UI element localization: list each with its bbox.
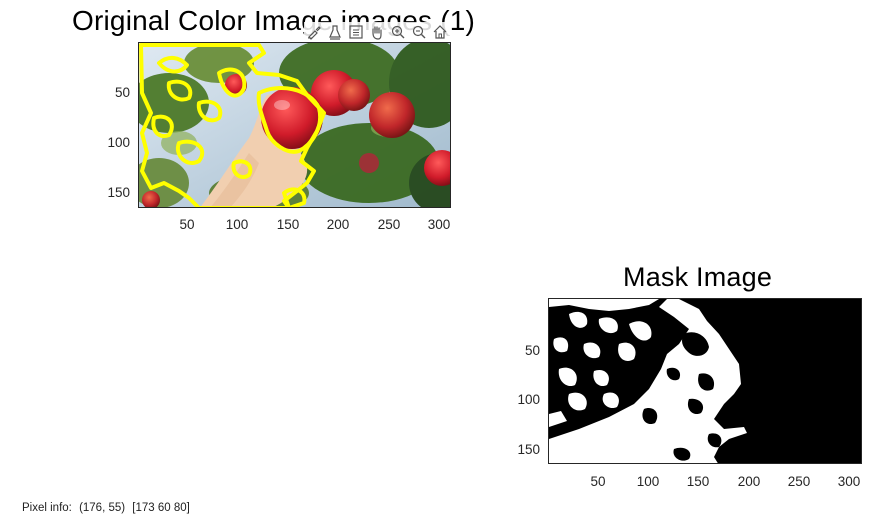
mask-image [549,299,861,463]
zoom-in-icon[interactable] [388,23,407,42]
right-xtick-label: 250 [787,474,811,489]
left-ytick-label: 100 [107,135,130,150]
original-apple-image [139,43,450,207]
original-image-axes[interactable] [138,42,451,208]
legend-icon[interactable] [346,23,365,42]
right-ytick-label: 100 [517,392,540,407]
right-ytick-label: 150 [517,442,540,457]
right-ytick-label: 50 [524,343,540,358]
pixel-info-coords: (176, 55) [79,502,126,514]
right-xtick-label: 100 [636,474,660,489]
left-xtick-label: 200 [326,217,350,232]
left-xtick-label: 150 [276,217,300,232]
data-tips-icon[interactable] [325,23,344,42]
left-ytick-label: 150 [107,185,130,200]
pixel-info-status: Pixel info: (176, 55) [173 60 80] [22,502,194,514]
mask-image-title: Mask Image [623,262,773,292]
left-xtick-label: 50 [179,217,195,232]
mask-image-axes[interactable] [548,298,862,464]
brush-icon[interactable] [304,23,323,42]
home-icon[interactable] [430,23,449,42]
left-xtick-label: 250 [377,217,401,232]
left-xtick-label: 100 [225,217,249,232]
right-xtick-label: 300 [837,474,861,489]
right-xtick-label: 200 [737,474,761,489]
left-ytick-label: 50 [114,85,130,100]
right-xtick-label: 150 [686,474,710,489]
right-xtick-label: 50 [590,474,606,489]
zoom-out-icon[interactable] [409,23,428,42]
pixel-info-label: Pixel info: [22,502,72,514]
pan-hand-icon[interactable] [367,23,386,42]
pixel-info-rgb: [173 60 80] [132,502,190,514]
axes-toolbar [304,22,449,42]
left-xtick-label: 300 [427,217,451,232]
